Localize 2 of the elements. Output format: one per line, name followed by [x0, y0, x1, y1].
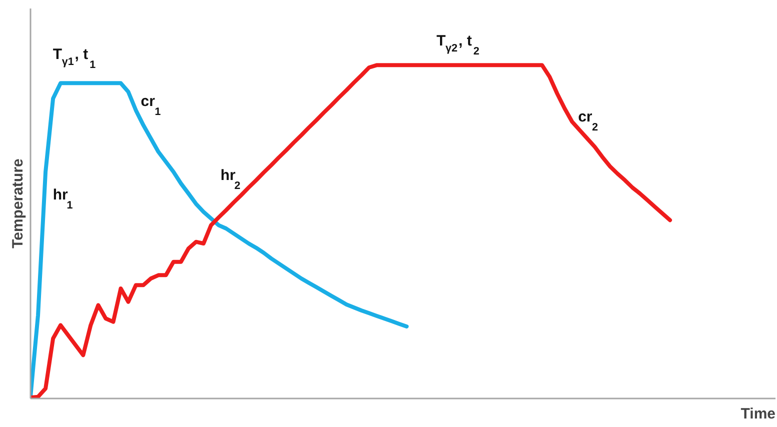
- x-axis-title: Time: [740, 406, 776, 422]
- y-axis-title: Temperature: [10, 158, 26, 248]
